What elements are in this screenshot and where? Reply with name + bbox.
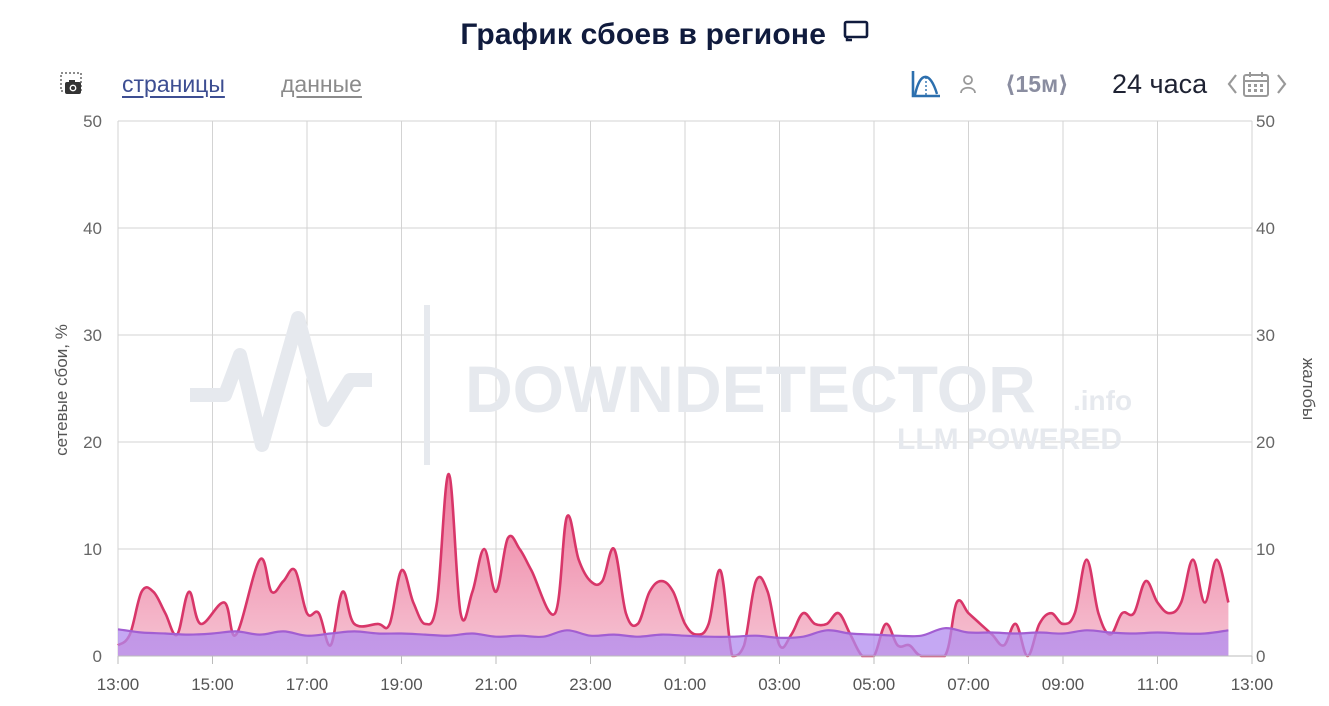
y-axis-label-left: сетевые сбои, %: [52, 324, 71, 456]
x-tick-label: 05:00: [853, 675, 896, 694]
y-tick-label-right: 40: [1256, 219, 1275, 238]
y-tick-label-left: 40: [83, 219, 102, 238]
user-icon[interactable]: [958, 62, 978, 106]
x-tick-label: 19:00: [380, 675, 423, 694]
x-tick-label: 13:00: [97, 675, 140, 694]
x-tick-label: 11:00: [1137, 675, 1178, 694]
screenshot-icon[interactable]: [58, 62, 86, 106]
calendar-icon[interactable]: [1226, 62, 1290, 106]
toolbar: страницы данные ⟨15м⟩ 24 часа: [0, 62, 1329, 106]
series-complaints-line: [117, 472, 1230, 658]
x-tick-label: 13:00: [1231, 675, 1274, 694]
y-tick-label-left: 10: [83, 540, 102, 559]
x-tick-label: 09:00: [1042, 675, 1085, 694]
page-title-text: График сбоев в регионе: [460, 18, 827, 51]
series: [117, 472, 1230, 658]
y-tick-label-right: 0: [1256, 647, 1265, 666]
y-tick-label-right: 50: [1256, 112, 1275, 131]
tab-data[interactable]: данные: [281, 70, 362, 97]
series-network-line: [117, 627, 1229, 640]
y-tick-label-left: 50: [83, 112, 102, 131]
x-tick-label: 21:00: [475, 675, 518, 694]
watermark: DOWNDETECTOR .info LLM POWERED: [190, 305, 1132, 465]
range-selector[interactable]: 24 часа: [1112, 68, 1208, 99]
y-tick-label-left: 30: [83, 326, 102, 345]
tab-pages[interactable]: страницы: [122, 70, 225, 97]
watermark-sub: LLM POWERED: [897, 423, 1122, 456]
grid: [117, 120, 1253, 657]
series-network-area: [118, 628, 1229, 656]
x-tick-label: 23:00: [569, 675, 612, 694]
axes: 0 0 10 10 20 20 30 30 40 40 50 50 13:00 15:00 17:00 19:…: [83, 112, 1275, 694]
monitor-icon[interactable]: [843, 16, 869, 50]
x-tick-label: 03:00: [758, 675, 801, 694]
y-tick-label-right: 10: [1256, 540, 1275, 559]
x-tick-label: 07:00: [947, 675, 990, 694]
watermark-brand: DOWNDETECTOR: [465, 352, 1036, 426]
chart-curve-icon[interactable]: [910, 62, 942, 106]
y-tick-label-left: 20: [83, 433, 102, 452]
y-tick-label-left: 0: [93, 647, 102, 666]
x-tick-label: 15:00: [191, 675, 234, 694]
x-tick-label: 01:00: [664, 675, 707, 694]
x-tick-label: 17:00: [286, 675, 329, 694]
page-title: График сбоев в регионе: [0, 18, 1329, 53]
y-tick-label-right: 20: [1256, 433, 1275, 452]
y-tick-label-right: 30: [1256, 326, 1275, 345]
series-complaints-area: [118, 474, 1229, 656]
watermark-pulse-icon: [190, 305, 430, 465]
interval-selector[interactable]: ⟨15м⟩: [1005, 70, 1069, 97]
watermark-suffix: .info: [1073, 385, 1132, 416]
y-axis-label-right: жалобы: [1299, 358, 1318, 420]
